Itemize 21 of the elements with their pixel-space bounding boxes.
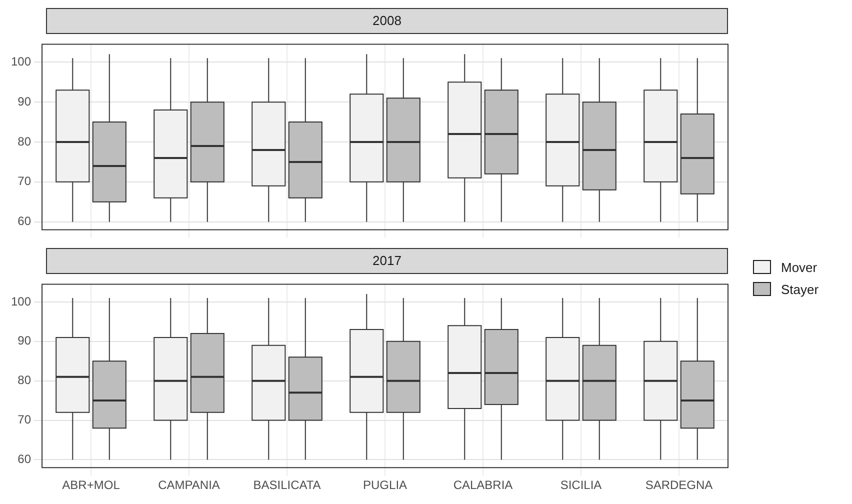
x-tick-label: SARDEGNA: [645, 478, 713, 492]
y-tick-label: 100: [10, 54, 32, 68]
x-tick-label: SICILIA: [560, 478, 602, 492]
x-tick-label: CAMPANIA: [158, 478, 220, 492]
x-tick-label: PUGLIA: [363, 478, 408, 492]
chart-title: 2008: [46, 8, 728, 34]
x-tick-label: BASILICATA: [253, 478, 321, 492]
y-tick-label: 70: [18, 174, 32, 188]
y-tick-label: 90: [18, 334, 32, 348]
y-tick-label: 70: [18, 412, 32, 427]
y-tick-label: 60: [18, 452, 32, 466]
y-tick-label: 90: [18, 94, 32, 108]
y-tick-label: 80: [18, 134, 32, 148]
x-tick-label: CALABRIA: [453, 478, 513, 492]
x-tick-label: ABR+MOL: [62, 478, 120, 492]
y-tick-label: 80: [18, 373, 32, 388]
y-tick-label: 60: [18, 214, 32, 228]
chart-title: 2017: [46, 248, 728, 274]
y-tick-label: 100: [10, 294, 32, 308]
legend-label: Stayer: [781, 282, 819, 296]
text: Mover: [781, 260, 818, 274]
